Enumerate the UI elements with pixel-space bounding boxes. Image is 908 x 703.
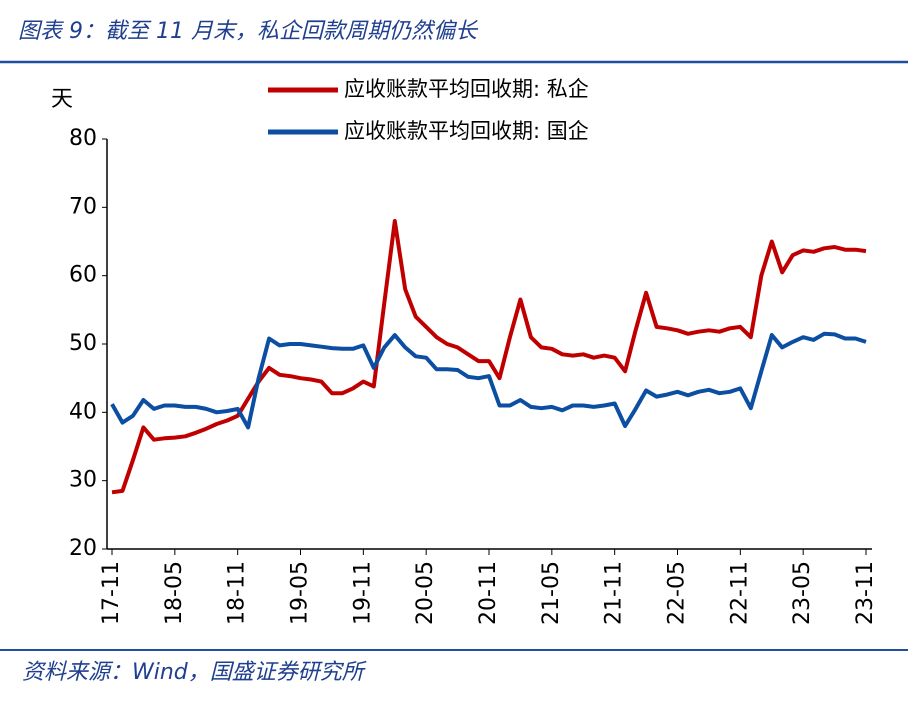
x-tick-label: 19-05 <box>288 561 313 625</box>
source-note: 资料来源：Wind，国盛证券研究所 <box>22 660 367 685</box>
legend-label: 应收账款平均回收期: 私企 <box>344 77 589 101</box>
chart-title: 图表 9：截至 11 月末，私企回款周期仍然偏长 <box>18 19 479 44</box>
x-tick-label: 18-05 <box>162 561 187 625</box>
x-tick-label: 18-11 <box>225 561 250 625</box>
y-tick-label: 70 <box>69 194 97 219</box>
legend-label: 应收账款平均回收期: 国企 <box>344 119 589 143</box>
y-tick-label: 30 <box>69 468 97 493</box>
y-tick-label: 20 <box>69 536 97 561</box>
x-tick-label: 20-11 <box>476 561 501 625</box>
y-axis-label: 天 <box>51 87 73 112</box>
series-line <box>111 219 867 495</box>
x-tick-label: 22-11 <box>727 561 752 625</box>
x-tick-label: 23-11 <box>853 561 878 625</box>
x-tick-label: 22-05 <box>665 561 690 625</box>
y-tick-label: 40 <box>69 399 97 424</box>
x-tick-label: 23-05 <box>790 561 815 625</box>
x-tick-label: 21-11 <box>602 561 627 625</box>
y-tick-label: 60 <box>69 263 97 288</box>
series-line <box>110 331 867 430</box>
x-tick-label: 21-05 <box>539 561 564 625</box>
y-tick-label: 50 <box>69 331 97 356</box>
x-tick-label: 19-11 <box>350 561 375 625</box>
y-tick-label: 80 <box>69 126 97 151</box>
x-tick-label: 17-11 <box>99 561 124 625</box>
x-tick-label: 20-05 <box>413 561 438 625</box>
